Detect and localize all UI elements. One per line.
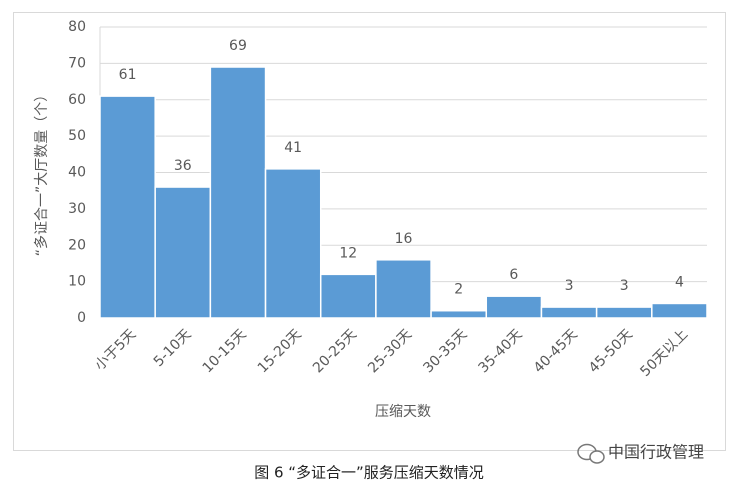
y-tick-label: 0 [77, 310, 86, 326]
bar [375, 259, 432, 319]
bar [264, 168, 322, 319]
x-axis-label: 压缩天数 [375, 404, 431, 420]
bar [595, 306, 653, 319]
watermark-icon [577, 443, 605, 464]
y-tick-label: 20 [68, 237, 86, 253]
caption: 图 6 “多证合一”服务压缩天数情况 [254, 464, 484, 482]
y-tick-label: 70 [68, 55, 86, 71]
y-tick-label: 50 [68, 128, 86, 144]
data-label: 36 [174, 158, 192, 174]
bar [430, 309, 488, 319]
bar [154, 186, 212, 319]
bar [540, 306, 598, 319]
y-tick-label: 30 [68, 201, 86, 217]
data-label: 2 [454, 282, 463, 298]
data-label: 6 [509, 267, 518, 283]
data-label: 16 [395, 231, 413, 247]
data-label: 12 [339, 245, 357, 261]
data-label: 3 [620, 278, 629, 294]
bar [651, 302, 708, 319]
bar [99, 95, 156, 319]
y-tick-label: 80 [68, 19, 86, 35]
y-tick-label: 60 [68, 92, 86, 108]
y-tick-label: 40 [68, 165, 86, 181]
data-label: 69 [229, 38, 247, 54]
y-tick-label: 10 [68, 274, 86, 290]
data-label: 61 [119, 67, 137, 83]
data-label: 3 [565, 278, 574, 294]
data-label: 41 [284, 140, 302, 156]
data-label: 4 [675, 274, 684, 290]
watermark: 中国行政管理 [608, 443, 704, 462]
bar [319, 273, 377, 319]
y-axis-label: “多证合一”大厅数量（个） [33, 88, 50, 257]
bar [209, 66, 267, 319]
bar [485, 295, 543, 319]
